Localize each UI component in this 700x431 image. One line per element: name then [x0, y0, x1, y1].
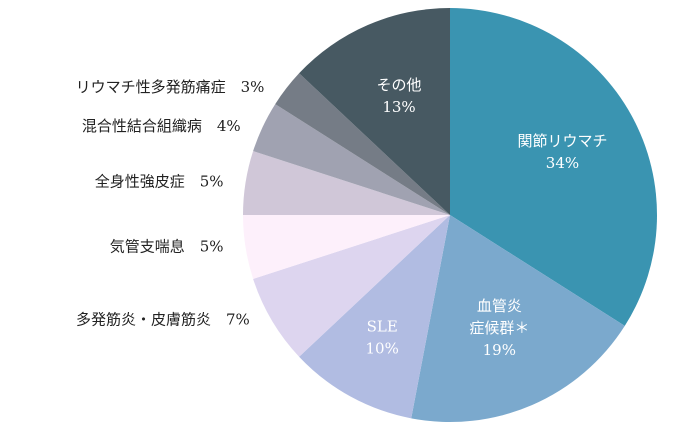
- slice-label-value: 19%: [483, 341, 516, 359]
- slice-label-outside: 多発筋炎・皮膚筋炎 7%: [76, 310, 250, 328]
- slice-label-outside: 混合性結合組織病 4%: [82, 117, 241, 135]
- slice-label-name: 血管炎: [477, 297, 522, 315]
- slice-label-outside: 全身性強皮症 5%: [95, 173, 224, 191]
- slice-label-name: SLE: [367, 317, 398, 335]
- slice-label-name: その他: [377, 76, 422, 94]
- slice-label-outside: リウマチ性多発筋痛症 3%: [76, 78, 265, 96]
- pie-slice-9: [299, 8, 450, 215]
- pie-slice-5: [243, 215, 450, 279]
- pie-slice-7: [253, 104, 450, 215]
- pie-slice-4: [253, 215, 450, 357]
- slice-label-name: 症候群＊: [469, 319, 529, 337]
- pie-slice-1: [450, 8, 657, 326]
- slice-label-value: 34%: [546, 154, 579, 172]
- pie-slice-3: [299, 215, 450, 419]
- slice-label-value: 13%: [382, 98, 415, 116]
- slice-label-outside: 気管支喘息 5%: [110, 237, 224, 255]
- pie-slice-2: [411, 215, 625, 423]
- pie-slices: [243, 8, 657, 423]
- pie-slice-8: [275, 73, 450, 215]
- pie-slice-6: [243, 151, 450, 215]
- slice-label-value: 10%: [366, 339, 399, 357]
- slice-label-name: 関節リウマチ: [517, 132, 607, 150]
